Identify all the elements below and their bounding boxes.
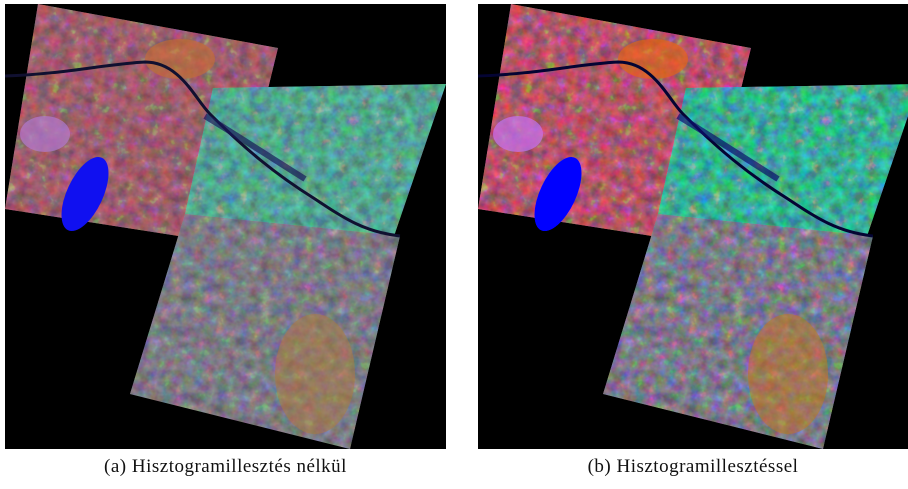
figure: (a) Hisztogramillesztés nélkül (b) Hiszt… [0, 0, 908, 489]
satellite-image-a [5, 4, 446, 449]
satellite-image-b [478, 4, 908, 449]
caption-a: (a) Hisztogramillesztés nélkül [5, 456, 446, 478]
caption-b: (b) Hisztogramillesztéssel [478, 456, 908, 478]
